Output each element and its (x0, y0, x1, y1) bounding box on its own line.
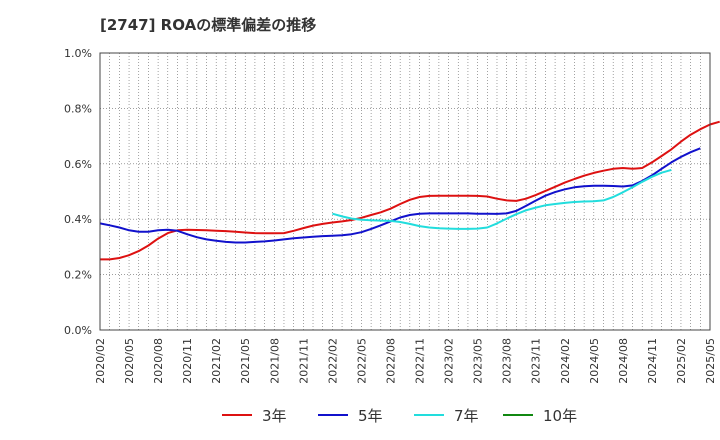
y-tick-label: 0.4% (64, 213, 92, 226)
x-tick-label: 2023/08 (501, 338, 514, 384)
legend-label: 3年 (262, 406, 287, 425)
legend: 3年 5年 7年 10年 (0, 400, 720, 430)
legend-label: 7年 (454, 406, 479, 425)
x-tick-label: 2024/02 (559, 338, 572, 384)
legend-item: 10年 (503, 404, 577, 426)
legend-swatch (503, 414, 533, 416)
x-tick-label: 2020/02 (94, 338, 107, 384)
x-tick-label: 2025/02 (675, 338, 688, 384)
x-tick-labels: 2020/02 2020/05 2020/08 2020/11 2021/02 2021/… (94, 338, 717, 384)
x-tick-label: 2020/05 (123, 338, 136, 384)
legend-label: 5年 (358, 406, 383, 425)
x-tick-label: 2022/11 (414, 338, 427, 384)
x-tick-label: 2023/02 (443, 338, 456, 384)
series-line-5年 (99, 147, 701, 244)
x-tick-label: 2021/08 (268, 338, 281, 384)
y-tick-label: 0.6% (64, 158, 92, 171)
series-lines (99, 120, 720, 261)
y-tick-label: 1.0% (64, 47, 92, 60)
x-tick-label: 2022/05 (355, 338, 368, 384)
plot-frame (99, 52, 711, 331)
x-tick-label: 2021/05 (239, 338, 252, 384)
x-tick-label: 2024/05 (588, 338, 601, 384)
x-tick-label: 2022/08 (384, 338, 397, 384)
legend-swatch (222, 414, 252, 416)
x-tick-label: 2024/08 (617, 338, 630, 384)
grid (100, 53, 710, 330)
y-tick-labels: 0.0% 0.2% 0.4% 0.6% 0.8% 1.0% (64, 47, 92, 337)
legend-swatch (414, 414, 444, 416)
series-line-7年 (332, 168, 672, 230)
x-tick-label: 2020/11 (181, 338, 194, 384)
x-tick-label: 2023/11 (530, 338, 543, 384)
x-tick-label: 2021/11 (297, 338, 310, 384)
x-tick-label: 2025/05 (704, 338, 717, 384)
x-tick-label: 2023/05 (472, 338, 485, 384)
x-tick-label: 2022/02 (326, 338, 339, 384)
legend-item: 5年 (318, 404, 383, 426)
legend-item: 3年 (222, 404, 287, 426)
legend-swatch (318, 414, 348, 416)
legend-item: 7年 (414, 404, 479, 426)
legend-label: 10年 (543, 406, 578, 425)
y-tick-label: 0.0% (64, 324, 92, 337)
x-tick-label: 2020/08 (152, 338, 165, 384)
series-line-3年 (100, 120, 720, 261)
chart-title: [2747] ROAの標準偏差の推移 (100, 16, 317, 34)
x-tick-label: 2024/11 (646, 338, 659, 384)
y-tick-label: 0.8% (64, 102, 92, 115)
y-tick-label: 0.2% (64, 269, 92, 282)
x-tick-label: 2021/02 (210, 338, 223, 384)
